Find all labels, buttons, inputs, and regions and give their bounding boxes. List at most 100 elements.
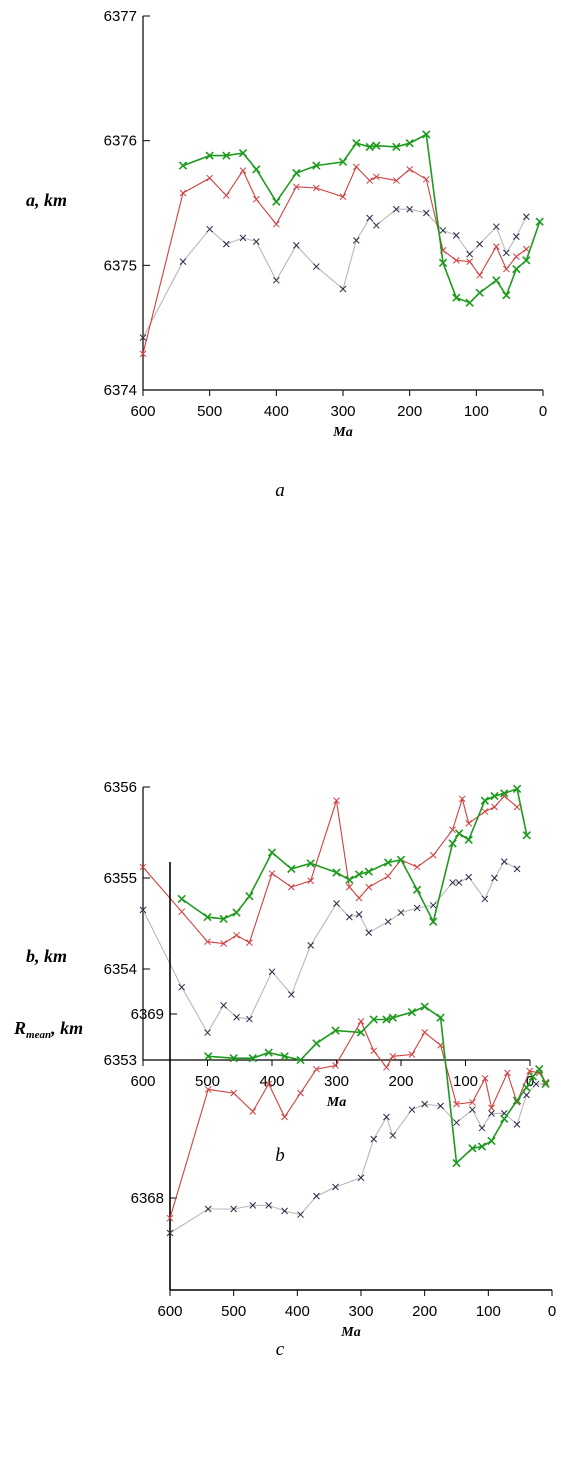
data-point xyxy=(139,863,147,871)
data-point-stroke xyxy=(535,217,544,226)
y-axis-title-main: R xyxy=(13,1018,26,1038)
data-point-stroke xyxy=(454,829,464,838)
data-point xyxy=(492,276,501,285)
data-point xyxy=(178,908,186,916)
data-point-stroke xyxy=(452,293,461,302)
data-point-stroke xyxy=(392,205,400,213)
data-point xyxy=(513,803,521,811)
data-point xyxy=(332,1183,339,1191)
data-point xyxy=(502,249,510,257)
data-point-stroke xyxy=(491,803,498,811)
data-point xyxy=(475,288,484,297)
data-point xyxy=(370,1135,378,1143)
data-point-stroke xyxy=(272,197,281,206)
series-gray xyxy=(139,205,530,341)
data-point-stroke xyxy=(307,941,315,949)
data-point-stroke xyxy=(522,256,531,265)
data-point-stroke xyxy=(178,983,186,991)
data-point xyxy=(297,1089,304,1097)
data-point-stroke xyxy=(437,1041,444,1049)
data-point-stroke xyxy=(512,1096,522,1105)
data-point xyxy=(206,174,214,182)
data-point xyxy=(292,183,300,191)
y-tick-label: 6369 xyxy=(131,1006,164,1023)
data-point xyxy=(523,1091,530,1099)
series-line-red xyxy=(169,1020,547,1219)
data-point xyxy=(229,1053,238,1063)
data-point xyxy=(354,870,364,879)
data-point-stroke xyxy=(408,1106,416,1114)
data-point xyxy=(392,205,400,213)
data-point xyxy=(281,1113,288,1121)
data-point xyxy=(333,797,340,805)
data-point-stroke xyxy=(488,1104,495,1112)
data-point xyxy=(222,151,231,160)
data-point xyxy=(365,142,374,152)
data-point-stroke xyxy=(333,900,340,907)
data-point-stroke xyxy=(139,334,147,341)
data-point xyxy=(512,233,520,241)
data-point xyxy=(352,237,360,244)
data-point-stroke xyxy=(287,991,295,998)
data-point xyxy=(313,1192,320,1200)
data-point-stroke xyxy=(481,1075,489,1082)
chart-panel-c: 6368 6369 600 500 400 300 200 100 0 Ma Rmean, km c xyxy=(13,862,556,1360)
data-point xyxy=(372,173,380,181)
data-point xyxy=(512,1096,522,1105)
data-point xyxy=(422,130,431,139)
data-point xyxy=(535,1065,544,1074)
data-point-stroke xyxy=(206,225,214,233)
data-point-stroke xyxy=(139,863,147,871)
y-tick-label: 6355 xyxy=(104,870,137,887)
data-point xyxy=(449,826,456,834)
data-point xyxy=(272,220,280,228)
data-point-stroke xyxy=(429,851,437,859)
data-point xyxy=(204,1086,212,1093)
data-point-stroke xyxy=(297,1089,304,1097)
data-point xyxy=(332,868,341,877)
data-point-stroke xyxy=(453,1100,460,1108)
data-point xyxy=(166,1214,174,1222)
data-point xyxy=(481,808,489,815)
data-point xyxy=(292,242,300,249)
data-point xyxy=(407,1007,417,1017)
data-point xyxy=(179,189,187,197)
data-point xyxy=(448,839,457,848)
data-point-stroke xyxy=(504,1069,511,1077)
data-point xyxy=(382,1015,391,1024)
data-point-stroke xyxy=(439,227,447,234)
x-tick-label: 300 xyxy=(324,1073,349,1090)
data-point-stroke xyxy=(229,1053,238,1063)
data-point-stroke xyxy=(513,1121,521,1128)
data-point-stroke xyxy=(449,826,456,834)
x-tick-label: 400 xyxy=(264,403,289,420)
data-point xyxy=(166,1229,174,1237)
data-point xyxy=(421,1100,429,1108)
data-point xyxy=(389,1132,397,1139)
data-point-stroke xyxy=(356,1028,366,1037)
data-point xyxy=(248,1053,257,1063)
data-point xyxy=(513,1121,521,1128)
data-point xyxy=(345,875,354,884)
data-point xyxy=(512,784,522,793)
data-point xyxy=(392,142,401,152)
data-point-stroke xyxy=(480,796,490,805)
data-point xyxy=(429,851,437,859)
data-point-stroke xyxy=(522,245,530,253)
data-point xyxy=(366,214,374,222)
y-axis-title-tail: , km xyxy=(50,1018,83,1038)
data-point-stroke xyxy=(513,803,521,811)
data-point-stroke xyxy=(352,237,360,244)
data-point xyxy=(384,872,392,880)
data-point xyxy=(252,165,261,174)
data-point xyxy=(465,298,474,307)
data-point-stroke xyxy=(429,901,437,909)
y-tick-label: 6377 xyxy=(104,8,137,25)
data-point xyxy=(338,157,348,167)
data-point xyxy=(512,253,520,260)
data-point xyxy=(452,293,461,302)
data-point xyxy=(413,904,421,912)
data-point-stroke xyxy=(139,906,147,914)
data-point-stroke xyxy=(437,1102,444,1110)
data-point xyxy=(369,1015,378,1024)
